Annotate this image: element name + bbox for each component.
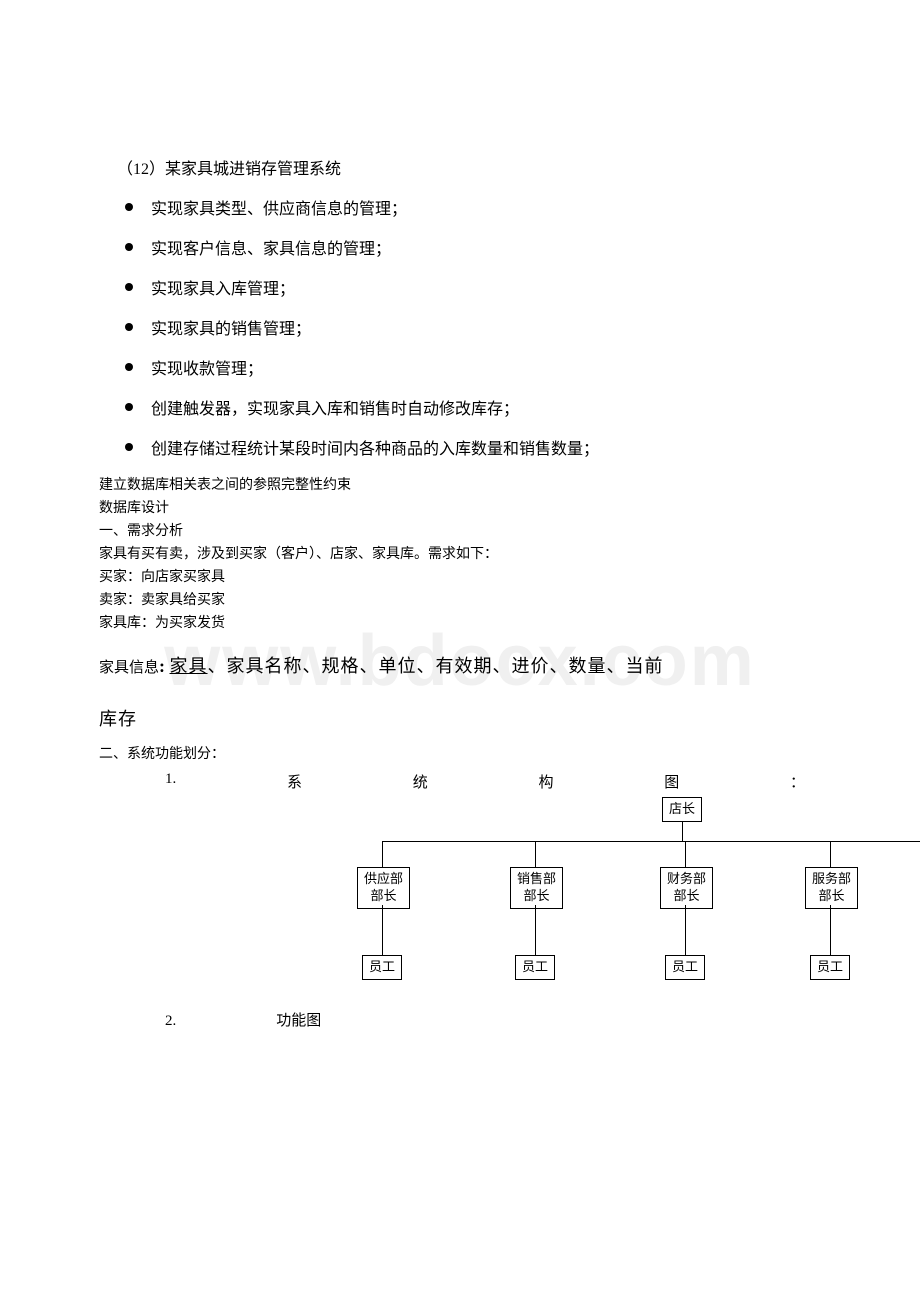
bullet-text: 实现家具的销售管理； <box>151 315 311 339</box>
item-char: 图 <box>664 771 679 792</box>
document-title: （12）某家具城进销存管理系统 <box>117 155 815 179</box>
plain-text: 买家：向店家买家具 <box>99 567 815 588</box>
section-title: 二、系统功能划分： <box>99 743 815 763</box>
bullet-item: 实现家具入库管理； <box>125 275 815 299</box>
org-box: 供应部部长 <box>357 867 410 909</box>
bullet-icon <box>125 283 133 291</box>
item-char: 系 <box>287 771 302 792</box>
org-connector <box>685 841 686 867</box>
furniture-info: 家具信息: 家具、家具名称、规格、单位、有效期、进价、数量、当前 <box>99 652 815 681</box>
org-connector <box>535 905 536 955</box>
org-connector <box>382 841 920 842</box>
furniture-info-label: 家具信息 <box>99 660 159 676</box>
bullet-icon <box>125 363 133 371</box>
bullet-text: 实现收款管理； <box>151 355 263 379</box>
plain-text: 数据库设计 <box>99 498 815 519</box>
item-label: 功能图 <box>276 1013 321 1029</box>
org-connector <box>382 841 383 867</box>
org-connector <box>685 905 686 955</box>
bullet-icon <box>125 443 133 451</box>
bullet-icon <box>125 243 133 251</box>
org-box: 财务部部长 <box>660 867 713 909</box>
bullet-icon <box>125 203 133 211</box>
org-connector <box>382 905 383 955</box>
bullet-item: 实现客户信息、家具信息的管理； <box>125 235 815 259</box>
org-chart: 店长供应部部长销售部部长财务部部长服务部部长后勤部部长员工员工员工员工员工 <box>230 797 920 997</box>
bullet-item: 实现收款管理； <box>125 355 815 379</box>
org-box: 员工 <box>362 955 402 980</box>
plain-text: 一、需求分析 <box>99 521 815 542</box>
numbered-item-1: 1. 系 统 构 图 ： <box>165 771 805 792</box>
org-connector <box>682 821 683 841</box>
bullet-text: 实现家具入库管理； <box>151 275 295 299</box>
org-box: 服务部部长 <box>805 867 858 909</box>
plain-text: 建立数据库相关表之间的参照完整性约束 <box>99 475 815 496</box>
org-connector <box>830 841 831 867</box>
item-char: 统 <box>413 771 428 792</box>
plain-text: 卖家：卖家具给买家 <box>99 590 815 611</box>
org-box: 员工 <box>810 955 850 980</box>
org-box: 销售部部长 <box>510 867 563 909</box>
item-number: 2. <box>165 1013 176 1029</box>
bullet-item: 实现家具类型、供应商信息的管理； <box>125 195 815 219</box>
plain-text: 家具库：为买家发货 <box>99 613 815 634</box>
colon: : <box>159 656 165 676</box>
org-connector <box>535 841 536 867</box>
furniture-rest: 、家具名称、规格、单位、有效期、进价、数量、当前 <box>208 656 664 676</box>
bullet-text: 实现家具类型、供应商信息的管理； <box>151 195 407 219</box>
bullet-list: 实现家具类型、供应商信息的管理； 实现客户信息、家具信息的管理； 实现家具入库管… <box>125 195 815 459</box>
furniture-underlined: 家具 <box>170 656 208 676</box>
bullet-item: 创建存储过程统计某段时间内各种商品的入库数量和销售数量； <box>125 435 815 459</box>
numbered-item-2: 2. 功能图 <box>165 1009 815 1030</box>
org-box: 员工 <box>665 955 705 980</box>
item-char: ： <box>790 771 805 792</box>
item-number: 1. <box>165 771 176 792</box>
bullet-text: 实现客户信息、家具信息的管理； <box>151 235 391 259</box>
bullet-icon <box>125 323 133 331</box>
bullet-text: 创建触发器，实现家具入库和销售时自动修改库存； <box>151 395 519 419</box>
item-char: 构 <box>538 771 553 792</box>
bullet-text: 创建存储过程统计某段时间内各种商品的入库数量和销售数量； <box>151 435 599 459</box>
stock-line: 库存 <box>99 705 815 731</box>
bullet-item: 实现家具的销售管理； <box>125 315 815 339</box>
bullet-item: 创建触发器，实现家具入库和销售时自动修改库存； <box>125 395 815 419</box>
org-box: 店长 <box>662 797 702 822</box>
org-box: 员工 <box>515 955 555 980</box>
plain-text: 家具有买有卖，涉及到买家（客户）、店家、家具库。需求如下： <box>99 544 815 565</box>
bullet-icon <box>125 403 133 411</box>
org-connector <box>830 905 831 955</box>
